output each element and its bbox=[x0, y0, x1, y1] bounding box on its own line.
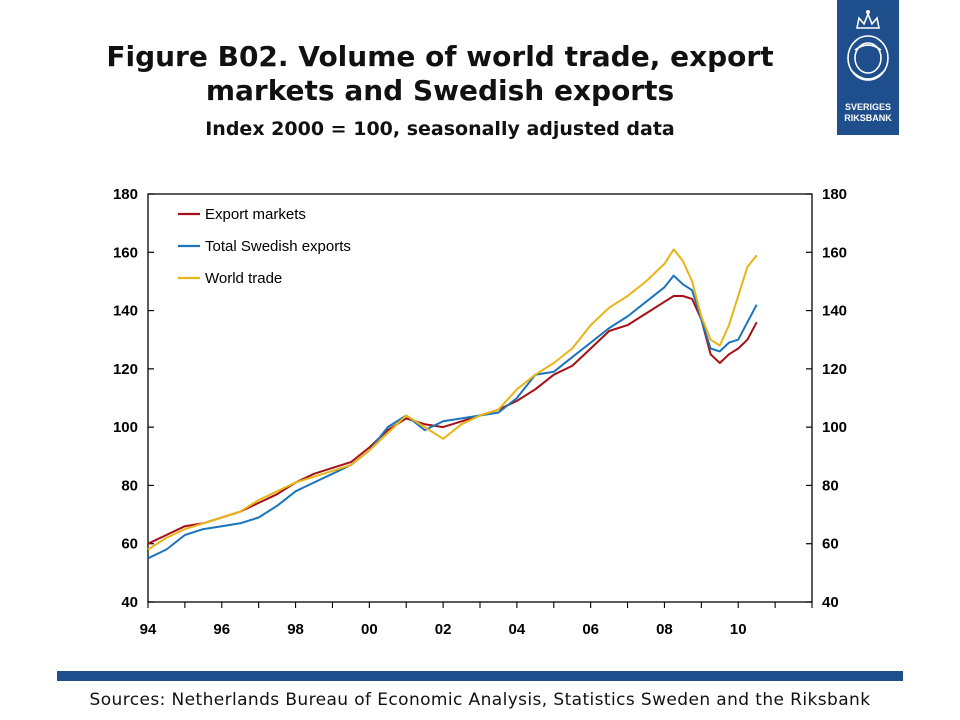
logo-text-line1: SVERIGES bbox=[844, 102, 891, 112]
line-chart: 40 40 60 60 80 80 100 100 120 120 140 140 160 160 180 1… bbox=[113, 186, 847, 638]
logo-text-line2: RIKSBANK bbox=[844, 113, 892, 123]
x-tick-label: 98 bbox=[287, 621, 304, 638]
riksbank-logo: SVERIGES RIKSBANK bbox=[837, 0, 899, 135]
y-tick-label-left: 160 bbox=[113, 244, 138, 261]
y-tick-label-right: 100 bbox=[822, 419, 847, 436]
x-tick-label: 96 bbox=[213, 621, 230, 638]
series-line-2 bbox=[147, 274, 758, 560]
x-tick-label: 04 bbox=[509, 621, 526, 638]
y-tick-label-left: 120 bbox=[113, 361, 138, 378]
y-tick-label-right: 120 bbox=[822, 361, 847, 378]
y-tick-label-right: 140 bbox=[822, 303, 847, 320]
y-tick-label-right: 60 bbox=[822, 536, 839, 553]
chart-subtitle: Index 2000 = 100, seasonally adjusted da… bbox=[205, 118, 675, 140]
y-tick-label-left: 80 bbox=[121, 477, 138, 494]
chart-axes: 40 40 60 60 80 80 100 100 120 120 140 140 160 160 180 1… bbox=[113, 186, 847, 638]
y-tick-label-right: 40 bbox=[822, 594, 839, 611]
crown-seal-icon bbox=[847, 10, 889, 81]
x-tick-label: 00 bbox=[361, 621, 378, 638]
series-line-3 bbox=[147, 248, 758, 551]
y-tick-label-left: 100 bbox=[113, 419, 138, 436]
y-tick-label-left: 140 bbox=[113, 303, 138, 320]
series-layer bbox=[147, 248, 758, 560]
x-tick-label: 08 bbox=[656, 621, 673, 638]
x-tick-label: 10 bbox=[730, 621, 747, 638]
y-tick-label-right: 180 bbox=[822, 186, 847, 203]
x-tick-label: 02 bbox=[435, 621, 452, 638]
footer-rule bbox=[57, 671, 903, 681]
y-tick-label-right: 80 bbox=[822, 477, 839, 494]
legend-label-2: Total Swedish exports bbox=[205, 238, 351, 255]
y-tick-label-left: 180 bbox=[113, 186, 138, 203]
y-tick-label-left: 60 bbox=[121, 536, 138, 553]
legend-label-3: World trade bbox=[205, 270, 282, 287]
legend-background bbox=[166, 198, 398, 298]
y-tick-label-left: 40 bbox=[121, 594, 138, 611]
chart-legend: Export markets Total Swedish exports World… bbox=[166, 198, 398, 298]
sources-note: Sources: Netherlands Bureau of Economic … bbox=[89, 690, 871, 710]
x-tick-label: 06 bbox=[582, 621, 599, 638]
legend-label-1: Export markets bbox=[205, 206, 306, 223]
y-tick-label-right: 160 bbox=[822, 244, 847, 261]
chart-title: Figure B02. Volume of world trade, expor… bbox=[106, 40, 774, 107]
x-tick-label: 94 bbox=[140, 621, 157, 638]
